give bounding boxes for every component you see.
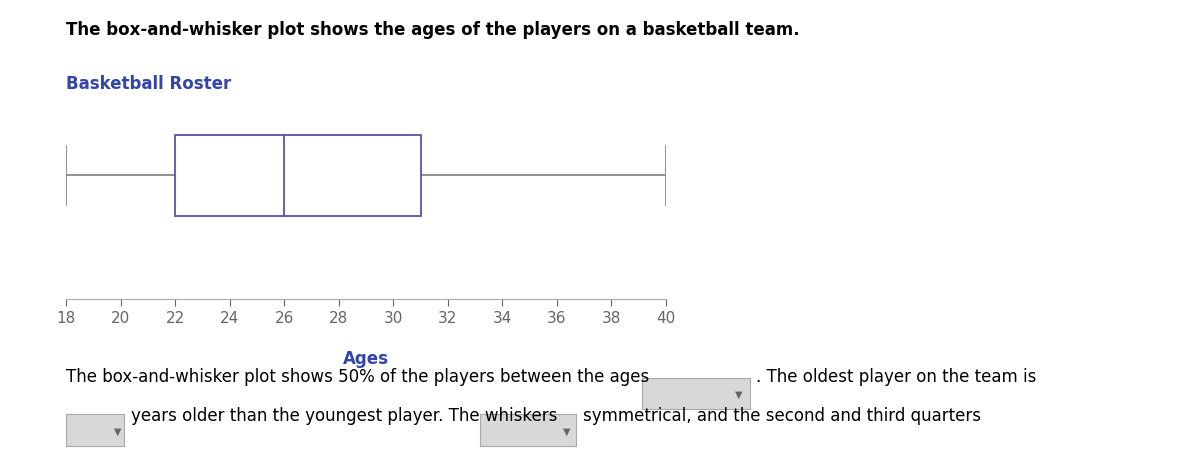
Text: symmetrical, and the second and third quarters: symmetrical, and the second and third qu…	[583, 407, 982, 425]
Text: ▼: ▼	[563, 426, 570, 436]
Text: The box-and-whisker plot shows 50% of the players between the ages: The box-and-whisker plot shows 50% of th…	[66, 368, 649, 386]
Text: ▼: ▼	[736, 390, 743, 400]
Text: Ages: Ages	[343, 350, 389, 367]
FancyBboxPatch shape	[175, 135, 420, 216]
Text: ▼: ▼	[114, 426, 121, 436]
Text: . The oldest player on the team is: . The oldest player on the team is	[756, 368, 1037, 386]
Text: Basketball Roster: Basketball Roster	[66, 75, 232, 93]
Text: The box-and-whisker plot shows the ages of the players on a basketball team.: The box-and-whisker plot shows the ages …	[66, 21, 799, 38]
Text: years older than the youngest player. The whiskers: years older than the youngest player. Th…	[131, 407, 557, 425]
